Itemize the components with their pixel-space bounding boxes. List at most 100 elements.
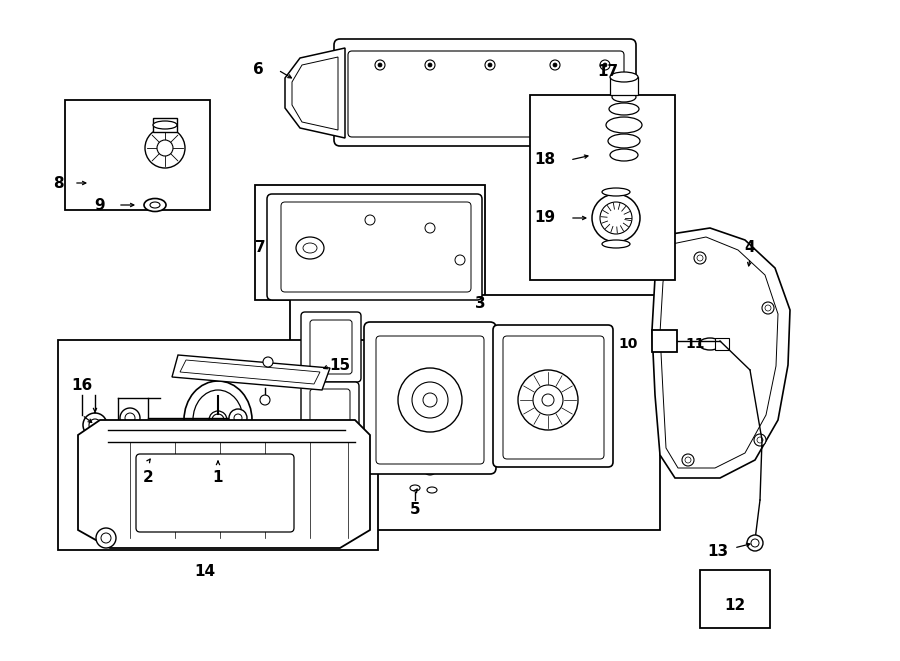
Circle shape — [600, 202, 632, 234]
Circle shape — [425, 60, 435, 70]
Circle shape — [488, 63, 492, 67]
Circle shape — [120, 408, 140, 428]
Bar — [610, 77, 638, 95]
Text: 14: 14 — [194, 564, 216, 580]
Bar — [58, 340, 378, 550]
FancyBboxPatch shape — [364, 322, 496, 474]
Text: 7: 7 — [255, 239, 266, 254]
Circle shape — [96, 528, 116, 548]
FancyBboxPatch shape — [301, 382, 359, 442]
Text: 18: 18 — [535, 153, 555, 167]
Circle shape — [101, 533, 111, 543]
Ellipse shape — [610, 72, 638, 82]
Text: 6: 6 — [253, 63, 264, 77]
Circle shape — [378, 63, 382, 67]
FancyBboxPatch shape — [334, 39, 636, 146]
Circle shape — [157, 140, 173, 156]
Circle shape — [533, 385, 563, 415]
Text: 9: 9 — [94, 198, 105, 212]
Text: 3: 3 — [474, 295, 485, 311]
Ellipse shape — [410, 467, 420, 473]
Ellipse shape — [153, 121, 177, 129]
FancyBboxPatch shape — [267, 194, 482, 300]
Text: 5: 5 — [410, 502, 420, 518]
Text: 4: 4 — [744, 241, 755, 256]
Ellipse shape — [296, 237, 324, 259]
Circle shape — [600, 60, 610, 70]
Circle shape — [747, 535, 763, 551]
Circle shape — [375, 60, 385, 70]
Circle shape — [145, 128, 185, 168]
Circle shape — [412, 382, 448, 418]
Ellipse shape — [699, 338, 721, 350]
Text: 10: 10 — [618, 337, 638, 351]
Text: 1: 1 — [212, 471, 223, 485]
FancyBboxPatch shape — [348, 51, 624, 137]
Circle shape — [485, 60, 495, 70]
Ellipse shape — [303, 243, 317, 253]
Ellipse shape — [609, 103, 639, 115]
Ellipse shape — [606, 117, 642, 133]
Ellipse shape — [150, 202, 160, 208]
Circle shape — [754, 434, 766, 446]
Ellipse shape — [427, 487, 437, 493]
Ellipse shape — [612, 92, 636, 102]
Bar — [290, 295, 660, 530]
Text: 12: 12 — [724, 598, 745, 613]
Circle shape — [518, 370, 578, 430]
FancyBboxPatch shape — [503, 336, 604, 459]
Circle shape — [263, 357, 273, 367]
Polygon shape — [652, 228, 790, 478]
Polygon shape — [292, 57, 338, 130]
Circle shape — [762, 302, 774, 314]
Ellipse shape — [184, 381, 252, 459]
Bar — [530, 95, 675, 280]
Circle shape — [81, 486, 109, 514]
Circle shape — [88, 493, 102, 507]
Circle shape — [765, 305, 771, 311]
Ellipse shape — [410, 485, 420, 491]
Bar — [255, 185, 485, 300]
Circle shape — [694, 252, 706, 264]
Text: 19: 19 — [535, 210, 555, 225]
Polygon shape — [132, 420, 146, 436]
Circle shape — [455, 255, 465, 265]
Ellipse shape — [610, 149, 638, 161]
Circle shape — [229, 409, 247, 427]
Circle shape — [365, 215, 375, 225]
Circle shape — [757, 437, 763, 443]
Bar — [715, 338, 729, 350]
Text: 11: 11 — [685, 337, 705, 351]
Circle shape — [398, 368, 462, 432]
FancyBboxPatch shape — [136, 454, 294, 532]
Ellipse shape — [602, 240, 630, 248]
Text: 2: 2 — [142, 471, 153, 485]
Circle shape — [751, 539, 759, 547]
Circle shape — [428, 63, 432, 67]
Polygon shape — [78, 420, 370, 548]
Polygon shape — [660, 237, 778, 468]
Polygon shape — [172, 355, 330, 390]
Bar — [652, 330, 677, 352]
Ellipse shape — [602, 188, 630, 196]
FancyBboxPatch shape — [310, 320, 352, 374]
Circle shape — [125, 413, 135, 423]
Circle shape — [697, 255, 703, 261]
Circle shape — [83, 413, 107, 437]
Text: 8: 8 — [53, 176, 63, 190]
Circle shape — [423, 393, 437, 407]
Circle shape — [135, 424, 143, 432]
Ellipse shape — [440, 467, 450, 473]
Circle shape — [212, 414, 224, 426]
Text: 13: 13 — [707, 545, 729, 559]
FancyBboxPatch shape — [281, 202, 471, 292]
Circle shape — [234, 414, 242, 422]
Circle shape — [603, 63, 607, 67]
Text: 16: 16 — [71, 377, 93, 393]
FancyBboxPatch shape — [376, 336, 484, 464]
Circle shape — [592, 194, 640, 242]
Circle shape — [550, 60, 560, 70]
Bar — [700, 570, 770, 628]
Text: 17: 17 — [598, 65, 618, 79]
Polygon shape — [285, 48, 345, 138]
